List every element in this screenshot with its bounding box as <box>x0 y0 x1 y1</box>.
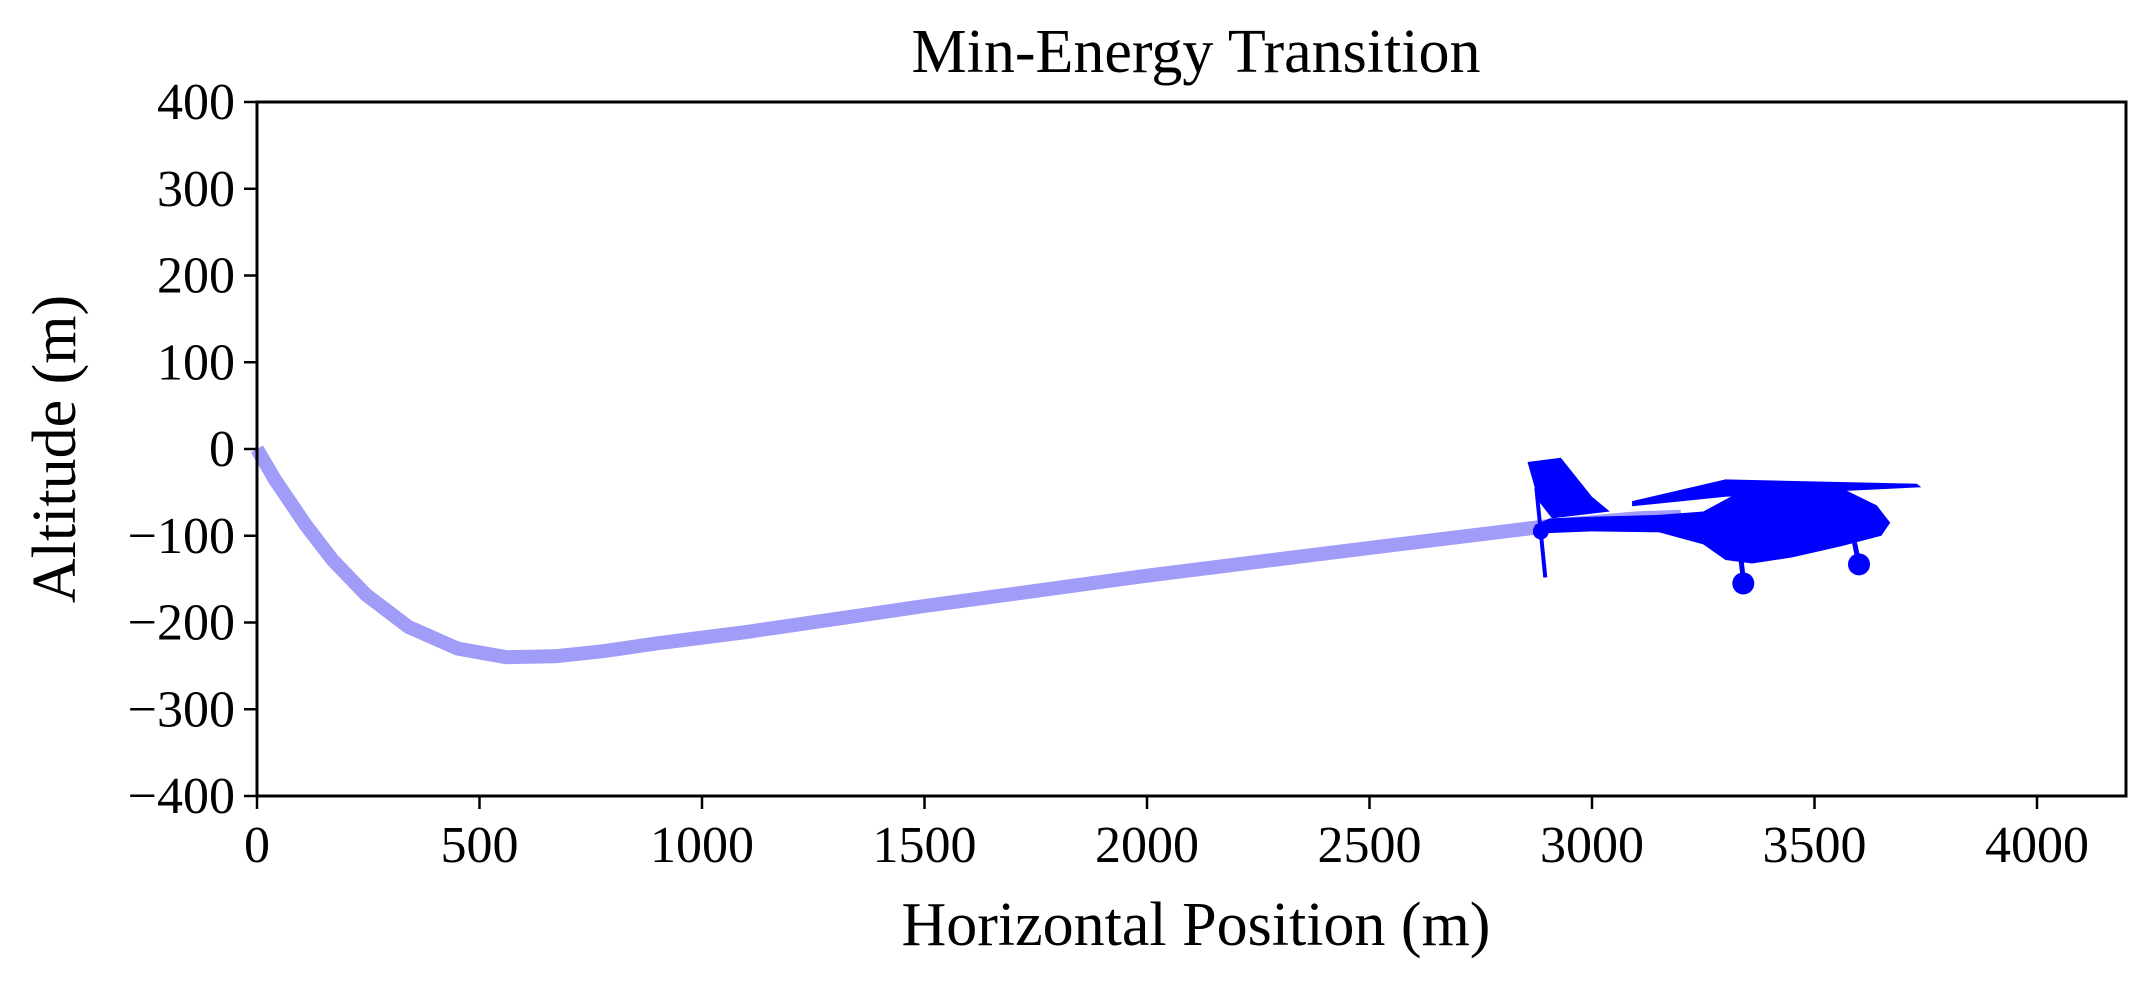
airplane-wing <box>1632 479 1922 507</box>
y-tick-label: −100 <box>128 508 235 565</box>
x-tick-label: 1500 <box>873 817 977 874</box>
y-axis: 400 300 200 100 0 −100 −200 −300 −400 <box>128 74 257 825</box>
x-tick-label: 3000 <box>1540 817 1644 874</box>
y-tick-label: 400 <box>157 74 235 131</box>
x-tick-label: 3500 <box>1763 817 1867 874</box>
trajectory-layer <box>250 445 1682 665</box>
y-tick-label: −300 <box>128 681 235 738</box>
airplane-rear-wheel <box>1848 553 1870 576</box>
y-tick-label: 200 <box>157 248 235 305</box>
x-tick-label: 1000 <box>650 817 754 874</box>
x-tick-label: 4000 <box>1985 817 2089 874</box>
y-tick-label: −200 <box>128 595 235 652</box>
y-tick-label: −400 <box>128 768 235 825</box>
y-tick-label: 0 <box>209 421 235 478</box>
x-tick-label: 2000 <box>1095 817 1199 874</box>
airplane-fuselage <box>1534 485 1891 564</box>
x-tick-label: 2500 <box>1318 817 1422 874</box>
x-tick-label: 0 <box>244 817 270 874</box>
y-tick-label: 100 <box>157 334 235 391</box>
airplane-hub <box>1532 523 1549 540</box>
airplane-tail <box>1527 457 1610 519</box>
chart-title: Min-Energy Transition <box>912 18 1481 86</box>
y-tick-label: 300 <box>157 161 235 218</box>
plot-area <box>250 100 2128 798</box>
airplane-icon <box>1527 457 1922 595</box>
trajectory-line <box>250 445 1682 665</box>
plot-frame <box>255 100 2128 798</box>
airplane-front-wheel <box>1732 572 1755 595</box>
y-axis-label: Altitude (m) <box>21 295 89 603</box>
x-tick-label: 500 <box>441 817 519 874</box>
x-axis: 0 500 1000 1500 2000 2500 3000 3500 4000 <box>244 796 2089 874</box>
x-axis-label: Horizontal Position (m) <box>902 891 1491 959</box>
